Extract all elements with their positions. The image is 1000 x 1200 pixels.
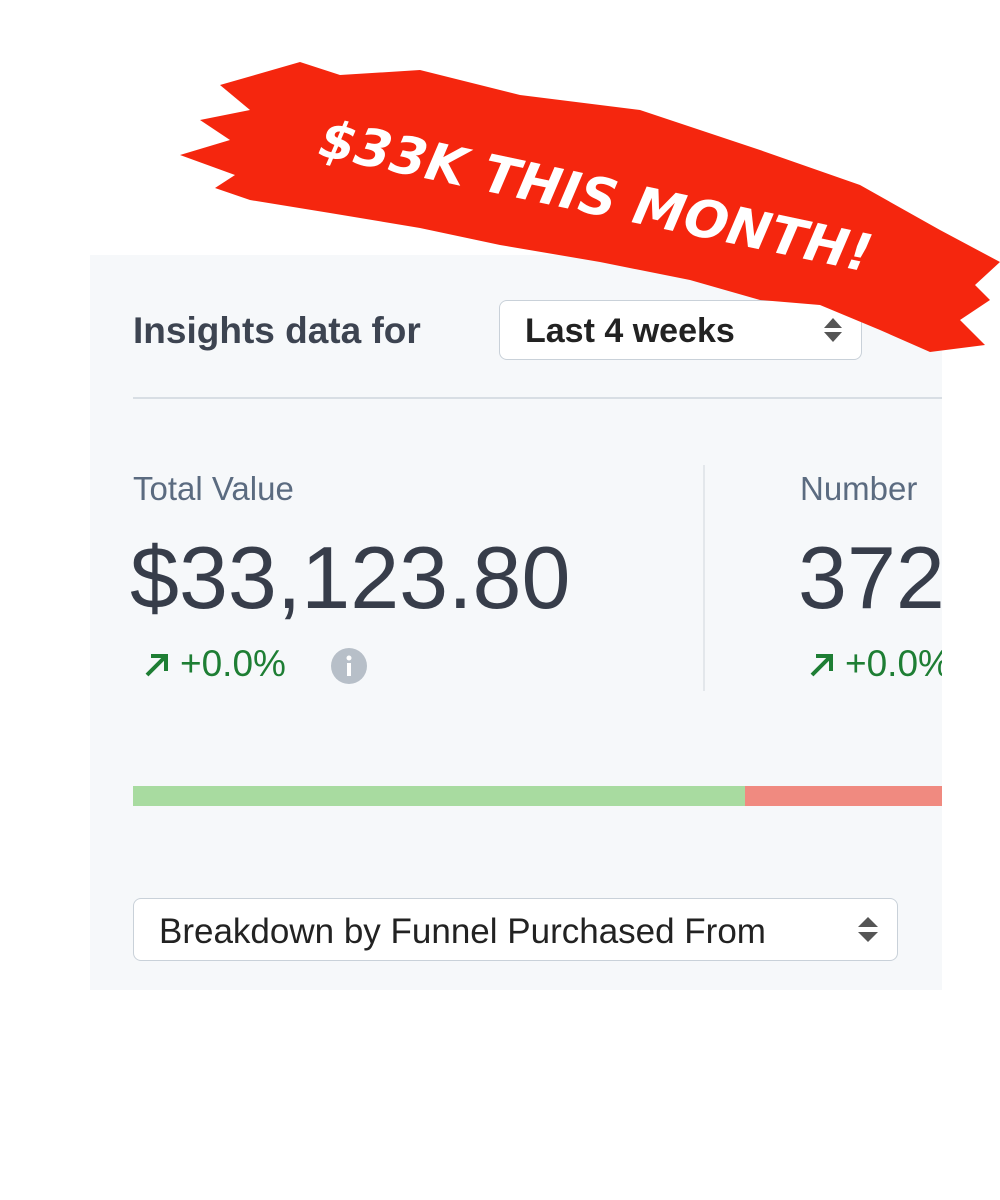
up-arrow-icon (145, 654, 168, 677)
metric-change: +0.0% (180, 643, 286, 684)
divider (133, 397, 942, 399)
metric-label: Total Value (133, 470, 294, 507)
brush-stroke (180, 62, 1000, 352)
progress-green (133, 786, 745, 806)
breakdown-select-text: Breakdown by Funnel Purchased From (159, 912, 766, 951)
info-icon[interactable] (330, 647, 368, 685)
metric-change: +0.0% (845, 643, 942, 684)
period-select-text: Last 4 weeks (525, 312, 735, 350)
banner: $33K THIS MONTH! (180, 62, 1000, 352)
progress-red (745, 786, 942, 806)
filter-label: Insights data for (133, 310, 421, 351)
metric-label: Number (800, 470, 918, 507)
breakdown-select[interactable]: Breakdown by Funnel Purchased From (133, 898, 898, 961)
metric-value: 372 (798, 528, 942, 627)
up-arrow-icon (810, 654, 833, 677)
select-chevron (824, 318, 842, 342)
period-select[interactable]: Last 4 weeks (499, 300, 862, 360)
insights-panel: Insights data for Last 4 weeks Total Val… (90, 255, 942, 990)
metric-value: $33,123.80 (130, 528, 571, 627)
select-chevron (858, 917, 878, 942)
vertical-divider (703, 465, 705, 691)
